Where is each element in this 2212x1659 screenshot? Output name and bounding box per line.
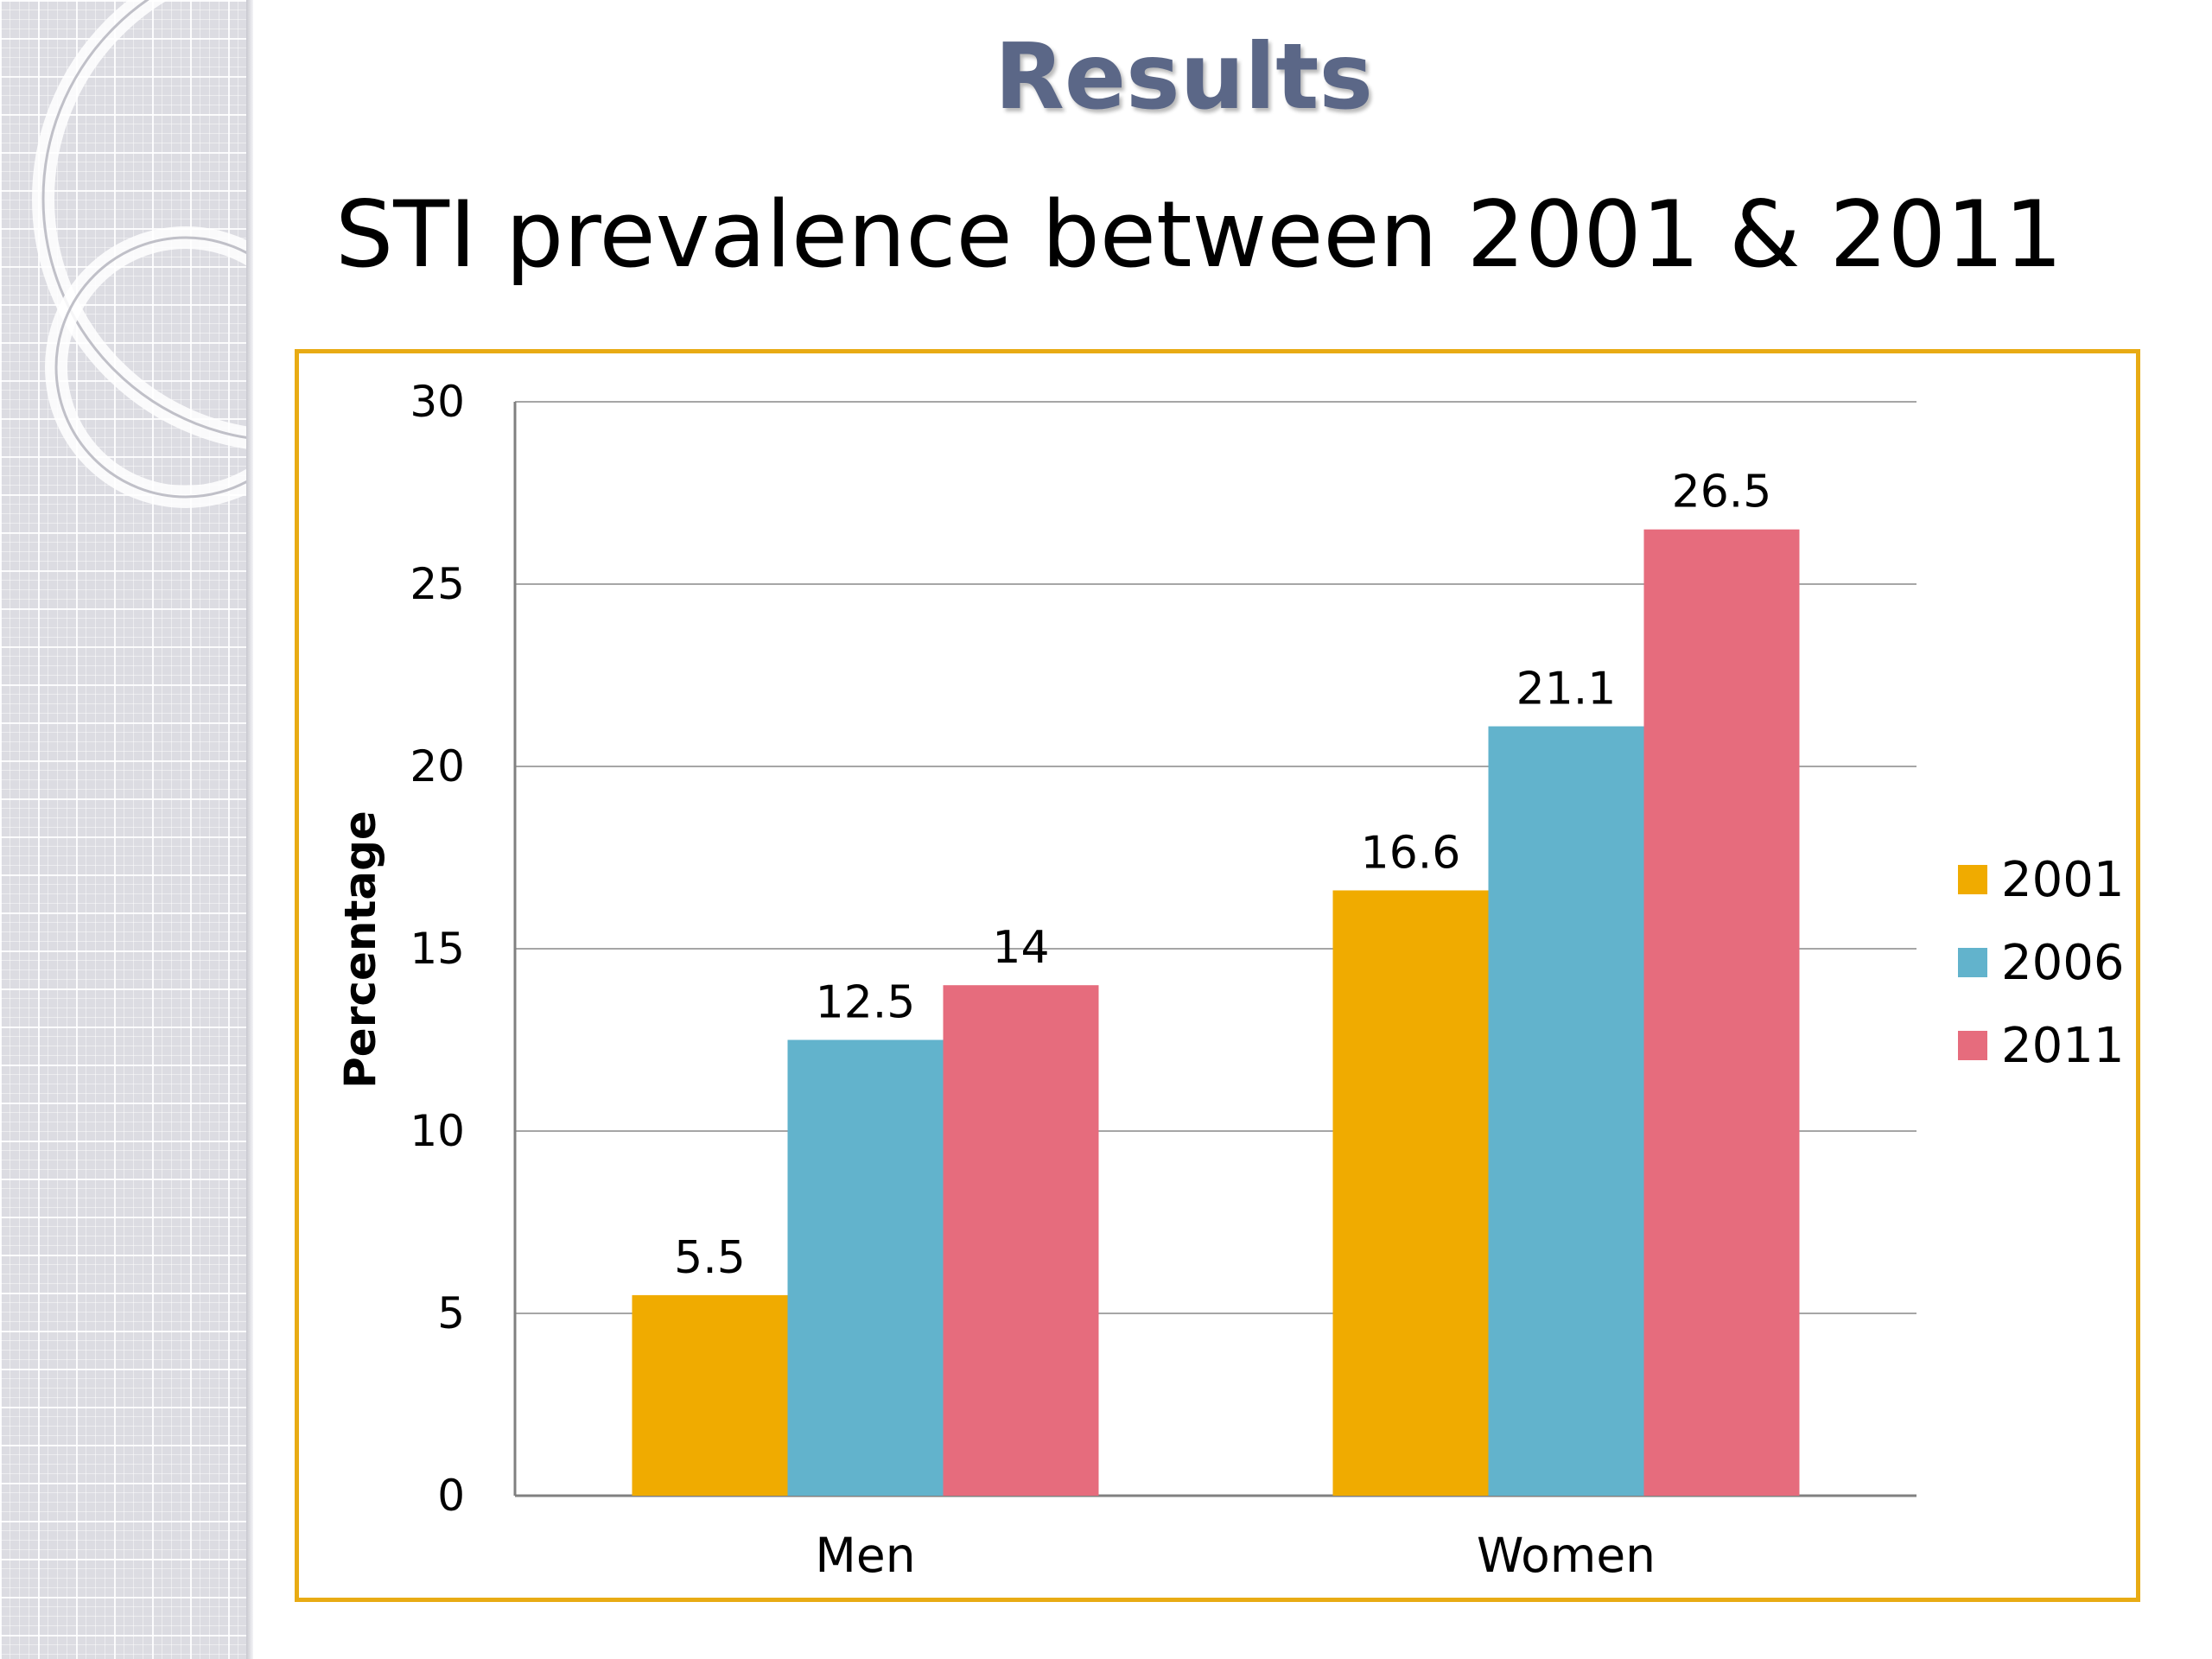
chart-frame: 0 5 10 15 20 25 30 5.5 12.5 14 Men 16.6 21.1 26.5 Wome… [295,349,2140,1602]
bar-chart: 0 5 10 15 20 25 30 5.5 12.5 14 Men 16.6 21.1 26.5 Wome… [335,377,2125,1583]
data-label: 16.6 [1361,827,1461,879]
y-tick-label: 30 [410,377,465,427]
y-tick-label: 15 [410,924,465,974]
x-category-label: Women [1477,1528,1656,1583]
data-label: 21.1 [1516,664,1617,715]
bar [787,1039,944,1496]
slide-title: Results [995,24,1373,130]
decorative-sidebar [0,0,246,1659]
sidebar-edge [246,0,253,1659]
y-tick-label: 0 [437,1471,465,1521]
legend-swatch [1958,865,1987,894]
data-label: 26.5 [1672,467,1772,518]
bar [943,985,1099,1496]
legend-label: 2006 [2001,935,2125,991]
bar [1488,726,1644,1496]
legend-label: 2001 [2001,852,2125,908]
x-category-label: Men [815,1528,915,1583]
y-tick-label: 10 [410,1106,465,1156]
y-axis-title: Percentage [335,810,385,1089]
data-label: 14 [992,922,1049,974]
bar [1643,529,1800,1497]
legend-swatch [1958,948,1987,977]
decorative-rings [32,0,246,508]
y-tick-label: 5 [437,1288,465,1338]
bar [1332,890,1489,1496]
y-tick-label: 20 [410,741,465,791]
legend-swatch [1958,1031,1987,1060]
legend-label: 2011 [2001,1018,2125,1074]
slide-subtitle: STI prevalence between 2001 & 2011 [335,181,2063,288]
y-tick-label: 25 [410,559,465,609]
bar [632,1294,788,1496]
data-label: 5.5 [674,1232,746,1284]
data-label: 12.5 [816,977,916,1029]
